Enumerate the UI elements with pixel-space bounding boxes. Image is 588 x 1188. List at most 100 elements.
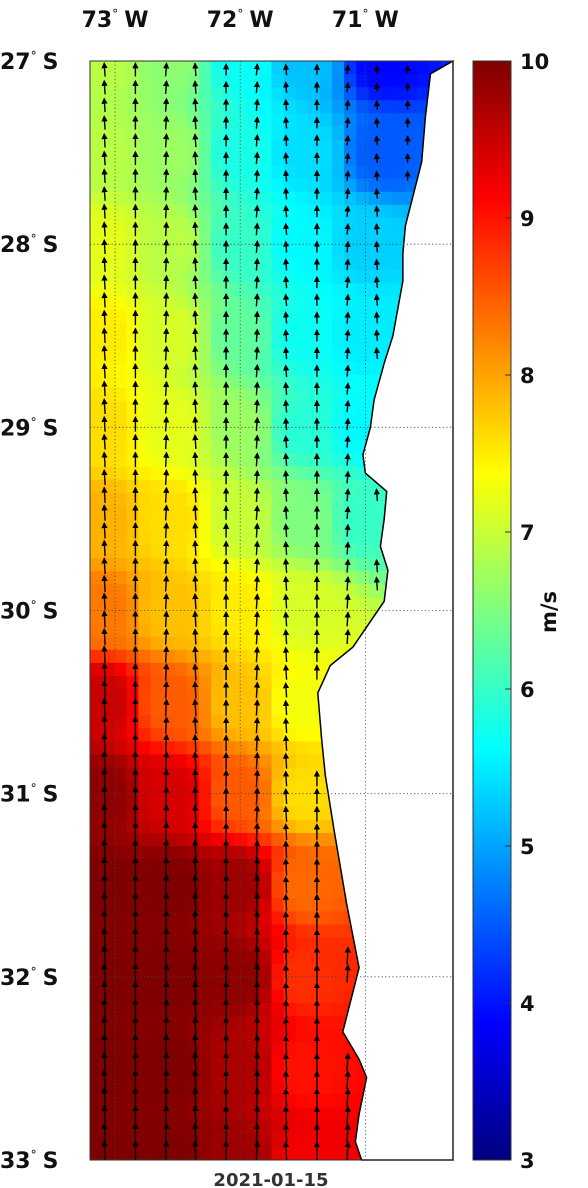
speed-cell — [247, 231, 260, 245]
speed-cell — [368, 348, 381, 363]
speed-cell — [138, 963, 152, 978]
speed-cell — [332, 623, 345, 638]
speed-cell — [295, 558, 309, 572]
wind-arrow — [192, 557, 199, 574]
speed-cell — [174, 348, 188, 363]
speed-cell — [344, 1094, 357, 1109]
speed-cell — [356, 87, 369, 101]
speed-cell — [150, 924, 164, 939]
speed-cell — [319, 1042, 333, 1056]
speed-cell — [150, 898, 164, 913]
wind-arrow — [101, 79, 108, 95]
speed-cell — [114, 649, 127, 664]
speed-cell — [138, 1042, 152, 1056]
wind-arrow — [253, 751, 261, 770]
speed-cell — [90, 1029, 103, 1043]
speed-cell — [126, 100, 139, 114]
speed-cell — [223, 924, 236, 939]
speed-cell — [380, 126, 394, 141]
colorbar-tick-label: 8 — [520, 364, 535, 388]
speed-cell — [295, 689, 309, 703]
speed-cell — [114, 440, 127, 455]
speed-cell — [90, 61, 103, 75]
speed-cell — [223, 388, 236, 402]
speed-cell — [211, 558, 224, 572]
speed-cell — [380, 257, 394, 271]
speed-cell — [271, 832, 285, 847]
wind-arrow — [101, 539, 108, 557]
speed-cell — [114, 231, 127, 245]
wind-arrow — [163, 274, 170, 290]
speed-cell — [259, 100, 273, 114]
speed-cell — [114, 793, 127, 808]
speed-cell — [211, 440, 224, 455]
speed-cell — [90, 793, 103, 808]
speed-cell — [319, 375, 333, 389]
speed-cell — [271, 689, 285, 703]
speed-cell — [150, 846, 164, 860]
wind-arrow — [282, 628, 290, 645]
speed-cell — [319, 545, 333, 559]
speed-cell — [126, 401, 139, 415]
speed-cell — [332, 518, 345, 533]
speed-cell — [368, 584, 381, 599]
speed-cell — [295, 1107, 309, 1122]
speed-cell — [211, 675, 224, 690]
speed-cell — [114, 1016, 127, 1030]
speed-cell — [259, 741, 273, 756]
wind-arrow — [282, 452, 290, 466]
speed-cell — [198, 87, 212, 101]
speed-cell — [150, 950, 164, 965]
speed-cell — [138, 649, 152, 664]
wind-arrow — [192, 628, 199, 645]
speed-cell — [90, 414, 103, 428]
speed-cell — [150, 283, 164, 298]
speed-cell — [307, 244, 321, 258]
speed-cell — [319, 1081, 333, 1096]
speed-cell — [259, 204, 273, 219]
speed-cell — [198, 1094, 212, 1109]
speed-cell — [126, 152, 139, 167]
speed-cell — [114, 610, 127, 625]
speed-cell — [332, 453, 345, 468]
speed-cell — [90, 689, 103, 703]
speed-cell — [307, 950, 321, 965]
speed-cell — [332, 401, 345, 415]
speed-cell — [259, 924, 273, 939]
speed-cell — [186, 1016, 200, 1030]
speed-cell — [90, 571, 103, 585]
speed-cell — [271, 623, 285, 638]
speed-cell — [307, 623, 321, 638]
longitude-tick-label: 72° W — [207, 7, 274, 33]
speed-cell — [138, 976, 152, 991]
wind-arrow — [101, 645, 108, 664]
speed-cell — [162, 165, 176, 180]
speed-cell — [259, 715, 273, 729]
speed-cell — [332, 244, 345, 258]
speed-cell — [319, 283, 333, 298]
speed-cell — [138, 584, 152, 599]
speed-cell — [271, 584, 285, 599]
speed-cell — [247, 257, 260, 271]
speed-cell — [211, 204, 224, 219]
speed-cell — [332, 1029, 345, 1043]
speed-cell — [90, 309, 103, 324]
speed-cell — [295, 204, 309, 219]
speed-cell — [223, 348, 236, 363]
speed-cell — [295, 244, 309, 258]
speed-cell — [162, 715, 176, 729]
wind-arrow — [282, 999, 290, 1019]
speed-cell — [368, 244, 381, 258]
speed-cell — [319, 296, 333, 311]
speed-cell — [90, 113, 103, 128]
speed-cell — [223, 165, 236, 180]
speed-cell — [114, 754, 127, 769]
wind-arrow — [282, 1140, 290, 1160]
wind-arrow — [344, 523, 351, 537]
speed-cell — [392, 100, 406, 114]
colorbar-tick-label: 6 — [520, 678, 535, 702]
wind-arrow — [101, 115, 108, 130]
map-frame — [89, 60, 454, 1161]
speed-cell — [344, 440, 357, 455]
